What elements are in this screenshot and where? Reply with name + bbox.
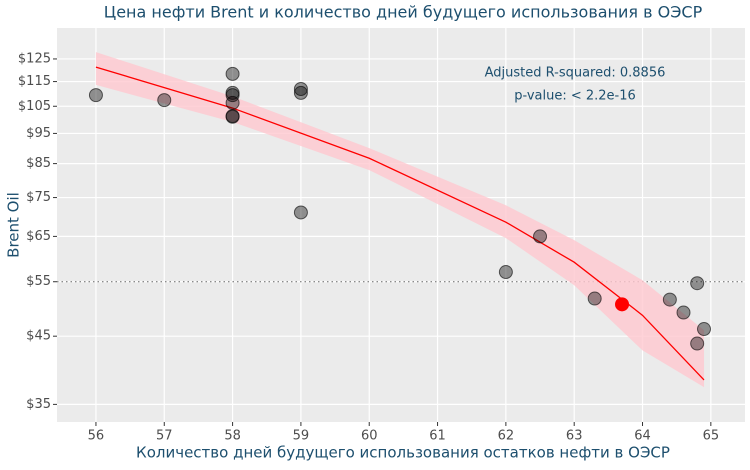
annotation: p-value: < 2.2e-16 — [514, 89, 636, 104]
point — [225, 88, 240, 103]
point — [533, 229, 548, 244]
x-tick-label: 57 — [156, 429, 173, 444]
x-tick-label: 64 — [634, 429, 651, 444]
y-tick-label: $55 — [26, 274, 51, 289]
y-tick-label: $85 — [26, 156, 51, 171]
point — [157, 93, 172, 108]
y-tick-label: $75 — [26, 190, 51, 205]
y-tick-label: $105 — [18, 99, 51, 114]
point — [676, 305, 691, 320]
x-tick-label: 60 — [361, 429, 378, 444]
x-tick-label: 59 — [293, 429, 310, 444]
y-tick-label: $125 — [18, 51, 51, 66]
y-tick-label: $35 — [26, 397, 51, 412]
point — [88, 88, 103, 103]
fit-line — [95, 66, 705, 381]
point — [697, 322, 712, 337]
point — [662, 292, 677, 307]
x-tick-label: 61 — [429, 429, 446, 444]
x-tick-label: 65 — [703, 429, 720, 444]
chart-title: Цена нефти Brent и количество дней будущ… — [104, 3, 703, 22]
point — [690, 336, 705, 351]
x-axis-label: Количество дней будущего использования о… — [136, 444, 670, 462]
x-tick-label: 62 — [498, 429, 515, 444]
y-tick-label: $95 — [26, 126, 51, 141]
point — [293, 205, 308, 220]
point — [690, 276, 705, 291]
x-tick-label: 56 — [88, 429, 105, 444]
point — [225, 95, 240, 110]
y-tick-label: $45 — [26, 329, 51, 344]
point — [225, 109, 240, 124]
x-tick-label: 58 — [224, 429, 241, 444]
point — [225, 66, 240, 81]
x-tick-label: 63 — [566, 429, 583, 444]
point — [587, 291, 602, 306]
point — [293, 85, 308, 100]
point — [293, 81, 308, 96]
y-axis-label: Brent Oil — [5, 192, 23, 258]
point — [498, 265, 513, 280]
y-tick-label: $65 — [26, 229, 51, 244]
point — [615, 297, 630, 312]
annotation: Adjusted R-squared: 0.8856 — [485, 66, 666, 81]
y-tick-label: $115 — [18, 74, 51, 89]
